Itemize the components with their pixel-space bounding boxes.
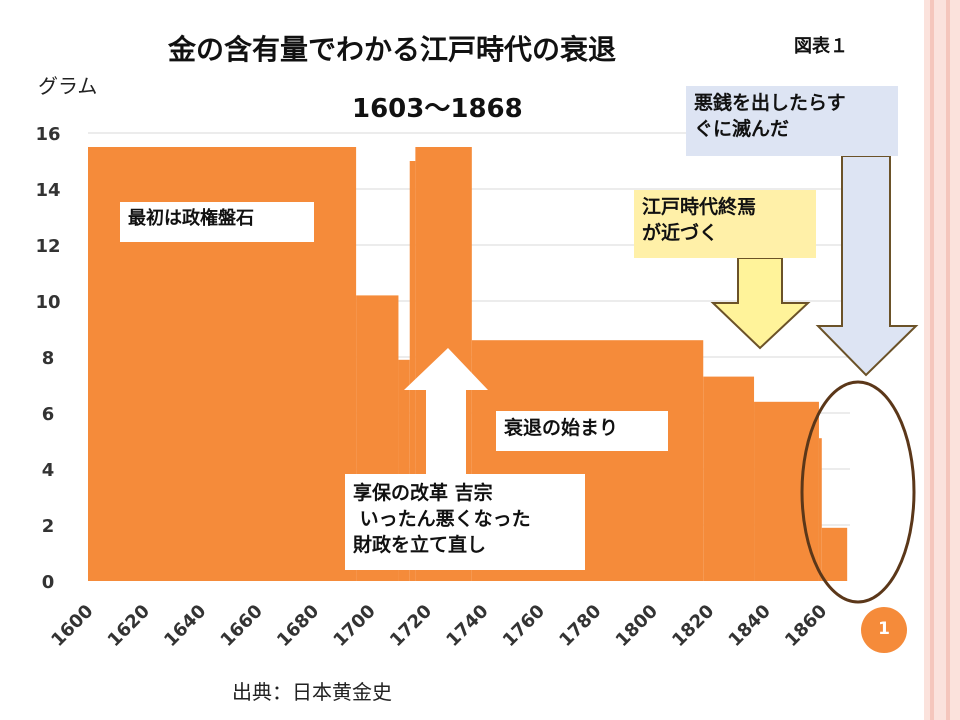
x-tick-label-6: 1720 [386,601,436,651]
y-tick-label-2: 4 [42,460,55,481]
chart-subtitle: 1603〜1868 [352,94,523,124]
kyoho-line-1: 享保の改革 吉宗 [353,482,493,504]
y-tick-label-5: 10 [35,292,60,313]
bad-coin-line-1: 悪銭を出したらす [694,92,846,114]
area-step-3 [409,161,416,581]
decor-stripe-1 [924,0,930,720]
y-axis-label: グラム [38,74,98,98]
annotation-bad-coin: 悪銭を出したらす ぐに滅んだ [686,86,898,156]
y-tick-label-8: 16 [35,124,60,145]
y-tick-label-1: 2 [42,516,55,537]
annotation-solid: 最初は政権盤石 [120,202,314,242]
figure-label: 図表１ [794,36,848,57]
decor-stripe-3 [934,0,946,720]
down-arrow-blue-icon [815,155,919,377]
area-step-8 [818,438,822,581]
x-tick-label-5: 1700 [329,601,379,651]
bad-coin-line-2: ぐに滅んだ [694,118,790,140]
y-tick-label-0: 0 [42,572,55,593]
x-tick-label-0: 1600 [47,601,97,651]
annotation-decline: 衰退の始まり [496,411,668,451]
area-step-2 [398,359,410,581]
x-tick-label-2: 1640 [160,601,210,651]
chart-title: 金の含有量でわかる江戸時代の衰退 [168,33,617,66]
x-tick-label-10: 1800 [612,601,662,651]
x-axis: 1600 1620 1640 1660 1680 1700 1720 1740 1760 1780… [47,601,831,651]
area-step-6 [703,376,755,581]
x-tick-label-13: 1860 [781,601,831,651]
x-tick-label-9: 1780 [555,601,605,651]
y-tick-label-6: 12 [35,236,60,257]
x-tick-label-3: 1660 [217,601,267,651]
page-number-badge [861,607,907,653]
collapse-highlight-ring [800,380,916,604]
down-arrow-yellow-icon [710,257,811,350]
x-tick-label-8: 1760 [499,601,549,651]
area-step-9 [821,527,848,581]
y-axis: 0 2 4 6 8 10 12 14 16 [35,124,60,593]
x-tick-label-11: 1820 [668,601,718,651]
area-step-7 [754,401,819,581]
decor-stripe-5 [950,0,960,720]
x-tick-label-1: 1620 [104,601,154,651]
edo-end-line-2: が近づく [642,222,719,244]
page-number: 1 [878,619,890,639]
y-tick-label-4: 8 [42,348,55,369]
x-tick-label-7: 1740 [442,601,492,651]
kyoho-line-3: 財政を立て直し [353,534,487,556]
x-tick-label-12: 1840 [725,601,775,651]
edo-end-line-1: 江戸時代終焉 [642,196,757,218]
annotation-solid-text: 最初は政権盤石 [128,208,254,229]
annotation-kyoho-reform: 享保の改革 吉宗 いったん悪くなった 財政を立て直し [345,474,585,570]
decor-stripe-4 [946,0,950,720]
annotation-edo-end: 江戸時代終焉 が近づく [634,190,816,258]
up-arrow-icon [404,348,488,476]
y-tick-label-3: 6 [42,404,55,425]
kyoho-line-2: いったん悪くなった [353,508,531,530]
x-tick-label-4: 1680 [273,601,323,651]
source-citation: 出典：日本黄金史 [232,680,392,704]
annotation-decline-text: 衰退の始まり [504,417,619,439]
y-tick-label-7: 14 [35,180,60,201]
decor-stripe-2 [930,0,934,720]
